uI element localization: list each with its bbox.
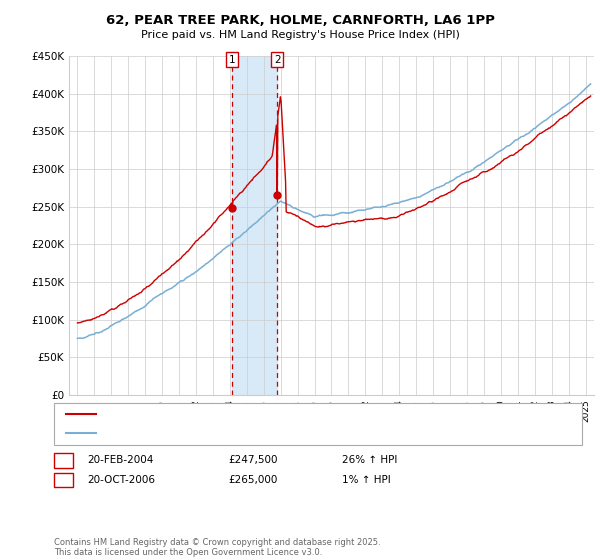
Text: 20-FEB-2004: 20-FEB-2004: [87, 455, 154, 465]
Text: 2: 2: [274, 55, 281, 65]
Text: 26% ↑ HPI: 26% ↑ HPI: [342, 455, 397, 465]
Text: 20-OCT-2006: 20-OCT-2006: [87, 475, 155, 485]
Text: 1: 1: [229, 55, 235, 65]
Text: £265,000: £265,000: [228, 475, 277, 485]
Text: Contains HM Land Registry data © Crown copyright and database right 2025.
This d: Contains HM Land Registry data © Crown c…: [54, 538, 380, 557]
Text: 2: 2: [60, 475, 67, 485]
Text: HPI: Average price, detached house, Westmorland and Furness: HPI: Average price, detached house, West…: [105, 428, 413, 438]
Text: Price paid vs. HM Land Registry's House Price Index (HPI): Price paid vs. HM Land Registry's House …: [140, 30, 460, 40]
Text: £247,500: £247,500: [228, 455, 277, 465]
Text: 62, PEAR TREE PARK, HOLME, CARNFORTH, LA6 1PP: 62, PEAR TREE PARK, HOLME, CARNFORTH, LA…: [106, 14, 494, 27]
Text: 62, PEAR TREE PARK, HOLME, CARNFORTH, LA6 1PP (detached house): 62, PEAR TREE PARK, HOLME, CARNFORTH, LA…: [105, 409, 449, 419]
Text: 1% ↑ HPI: 1% ↑ HPI: [342, 475, 391, 485]
Bar: [232, 56, 277, 395]
Text: 1: 1: [60, 455, 67, 465]
